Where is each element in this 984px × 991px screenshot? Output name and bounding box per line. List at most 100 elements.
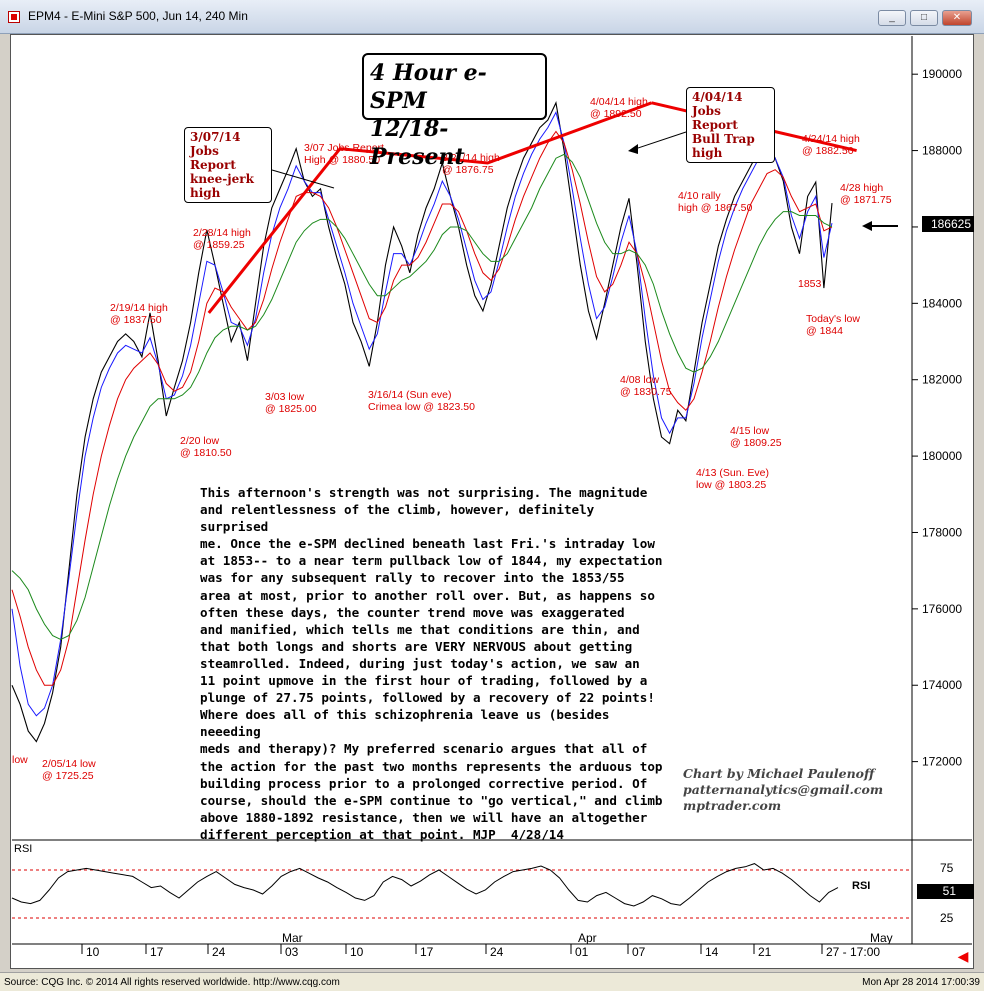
price-annotation: 2/19/14 high — [110, 302, 168, 314]
commentary-text: This afternoon's strength was not surpri… — [200, 485, 663, 842]
rsi-level-label: 75 — [940, 861, 954, 875]
window-titlebar: EPM4 - E-Mini S&P 500, Jun 14, 240 Min _… — [0, 0, 984, 34]
callout-line: knee-jerk — [190, 172, 254, 186]
status-source: Source: CQG Inc. © 2014 All rights reser… — [4, 977, 340, 988]
price-annotation: @ 1882.50 — [802, 145, 854, 157]
price-annotation: 3/21/14 high — [442, 152, 500, 164]
chart-credit: Chart by Michael Paulenoff patternanalyt… — [683, 766, 883, 814]
maximize-button[interactable]: □ — [910, 10, 938, 26]
price-annotation: @ 1892.50 — [590, 108, 642, 120]
price-annotation: @ 1871.75 — [840, 194, 892, 206]
price-annotation: 3/16/14 (Sun eve) — [368, 389, 451, 401]
x-tick-label: 17 — [150, 945, 164, 959]
chart-area — [10, 34, 974, 969]
callout-line: 3/07/14 — [190, 130, 241, 144]
price-annotation: 2/28/14 high — [193, 227, 251, 239]
price-annotation: @ 1844 — [806, 325, 843, 337]
rsi-panel-label: RSI — [14, 843, 32, 855]
price-annotation: 4/08 low — [620, 374, 660, 386]
y-tick-label: 188000 — [922, 144, 962, 158]
callout-leader-line — [631, 131, 687, 151]
y-tick-label: 182000 — [922, 373, 962, 387]
x-tick-label: 21 — [758, 945, 772, 959]
y-tick-label: 174000 — [922, 678, 962, 692]
callout-mar07-jobs: 3/07/14 Jobs Report knee-jerk high — [184, 127, 272, 203]
price-annotation: @ 1859.25 — [193, 239, 245, 251]
y-tick-label: 178000 — [922, 525, 962, 539]
price-annotation: 1853 — [798, 278, 822, 290]
minimize-button[interactable]: _ — [878, 10, 906, 26]
x-tick-label: 10 — [86, 945, 100, 959]
price-annotation: 4/15 low — [730, 425, 770, 437]
callout-line: Jobs Report — [190, 144, 236, 172]
price-annotation: 4/24/14 high — [802, 133, 860, 145]
callout-apr04-jobs: 4/04/14 Jobs Report Bull Trap high — [686, 87, 775, 163]
x-tick-label: 03 — [285, 945, 299, 959]
x-tick-label: 01 — [575, 945, 589, 959]
price-annotation: 4/04/14 high — [590, 96, 648, 108]
last-price-tag: 186625 — [922, 216, 974, 232]
callout-line: Jobs Report — [692, 104, 738, 132]
x-month-label: Mar — [282, 931, 303, 945]
callout-line: high — [692, 146, 723, 160]
chart-title-line-2: 12/18-Present — [370, 116, 465, 170]
price-annotation: @ 1837.50 — [110, 314, 162, 326]
moving-average-line — [11, 130, 833, 686]
x-tick-label: 17 — [420, 945, 434, 959]
x-month-label: May — [870, 931, 893, 945]
callout-leader-line — [271, 169, 335, 189]
price-annotation: @ 1830.75 — [620, 386, 672, 398]
price-annotation: high @ 1867.50 — [678, 202, 752, 214]
callout-line: high — [190, 186, 221, 200]
price-annotation: 4/10 rally — [678, 190, 721, 202]
x-tick-label: 24 — [490, 945, 504, 959]
price-annotation: @ 1809.25 — [730, 437, 782, 449]
x-tick-label: 24 — [212, 945, 226, 959]
rsi-level-label: 25 — [940, 911, 954, 925]
close-button[interactable]: ✕ — [942, 10, 972, 26]
price-annotation: Today's low — [806, 313, 860, 325]
chart-title-line-1: 4 Hour e-SPM — [370, 60, 487, 114]
callout-line: Bull Trap — [692, 132, 755, 146]
window-title: EPM4 - E-Mini S&P 500, Jun 14, 240 Min — [28, 9, 248, 23]
x-tick-label: 10 — [350, 945, 364, 959]
price-annotation: @ 1825.00 — [265, 403, 317, 415]
moving-average-line — [11, 153, 833, 640]
x-month-label: Apr — [578, 931, 597, 945]
price-annotation: low @ 1803.25 — [696, 479, 766, 491]
price-annotation: 2/05/14 low — [42, 758, 96, 770]
y-tick-label: 176000 — [922, 602, 962, 616]
x-tick-label: 27 - 17:00 — [826, 945, 880, 959]
moving-average-line — [11, 111, 833, 717]
price-annotation: 4/13 (Sun. Eve) — [696, 467, 769, 479]
credit-author: Chart by Michael Paulenoff — [683, 766, 875, 781]
price-annotation: 3/07 Jobs Report — [304, 142, 384, 154]
price-annotation: @ 1725.25 — [42, 770, 94, 782]
price-annotation: @ 1876.75 — [442, 164, 494, 176]
status-bar: Source: CQG Inc. © 2014 All rights reser… — [0, 972, 984, 991]
price-annotation: low — [12, 754, 28, 766]
rsi-legend: RSI — [852, 880, 870, 892]
price-annotation: High @ 1880.50 — [304, 154, 380, 166]
price-annotation: 4/28 high — [840, 182, 883, 194]
scroll-left-arrow-icon[interactable]: ◀ — [957, 948, 969, 964]
y-tick-label: 172000 — [922, 755, 962, 769]
price-arrowhead-icon — [862, 221, 872, 231]
price-annotation: Crimea low @ 1823.50 — [368, 401, 475, 413]
callout-line: 4/04/14 — [692, 90, 743, 104]
rsi-value-tag: 51 — [917, 884, 974, 899]
status-datetime: Mon Apr 28 2014 17:00:39 — [862, 977, 980, 988]
app-icon — [8, 11, 20, 23]
chart-title-box: 4 Hour e-SPM 12/18-Present — [362, 53, 547, 170]
credit-email: patternanalytics@gmail.com — [683, 782, 884, 797]
resistance-trendline — [207, 101, 653, 314]
price-series-line — [11, 101, 833, 743]
x-tick-label: 07 — [632, 945, 646, 959]
price-annotation: @ 1810.50 — [180, 447, 232, 459]
y-tick-label: 184000 — [922, 296, 962, 310]
x-tick-label: 14 — [705, 945, 719, 959]
callout-arrowhead-icon — [628, 144, 638, 154]
y-tick-label: 180000 — [922, 449, 962, 463]
rsi-line — [11, 863, 839, 907]
